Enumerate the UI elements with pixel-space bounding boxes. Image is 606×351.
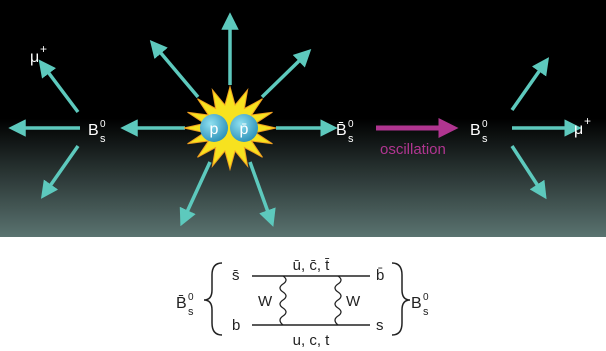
mu-left-sup: + bbox=[40, 42, 47, 56]
mu-left-main: μ bbox=[30, 49, 39, 66]
mu-right-main: μ bbox=[574, 121, 583, 138]
box-left-meson-sup: 0 bbox=[188, 292, 194, 303]
arrow-left-bs-down bbox=[40, 144, 80, 199]
antiproton-label: p̄ bbox=[240, 121, 249, 138]
bottom-internal-quarks: u, c, t bbox=[293, 332, 331, 349]
bs-right-main: B bbox=[470, 122, 481, 139]
right-bs-arrows bbox=[510, 57, 582, 200]
quark-bottom-left: b bbox=[232, 317, 240, 334]
box-right-meson-main: B bbox=[411, 295, 422, 312]
particle-bs-left: B 0 s bbox=[88, 119, 106, 145]
bsbar-center-main: B̄ bbox=[336, 122, 347, 139]
quark-top-left: s̄ bbox=[232, 267, 240, 284]
bs-right-sup: 0 bbox=[482, 119, 488, 130]
box-right-meson-sup: 0 bbox=[423, 292, 429, 303]
left-brace bbox=[203, 262, 223, 336]
bs-left-main: B bbox=[88, 122, 99, 139]
particle-bsbar-center: B̄ 0 s bbox=[336, 119, 354, 145]
mu-right-sup: + bbox=[584, 114, 591, 128]
arrow-collision-down-right bbox=[248, 161, 276, 227]
particle-bs-right: B 0 s bbox=[470, 119, 488, 145]
proton-label: p bbox=[210, 121, 219, 138]
top-internal-quarks: ū, c̄, t̄ bbox=[293, 257, 331, 274]
arrow-left-bs-up bbox=[38, 59, 80, 114]
arrow-right-bs-down bbox=[510, 145, 547, 200]
box-right-meson-sub: s bbox=[423, 306, 429, 318]
bsbar-center-sub: s bbox=[348, 133, 354, 145]
particle-mu-left: μ + bbox=[30, 42, 47, 66]
bs-left-sub: s bbox=[100, 133, 106, 145]
particle-mu-right: μ + bbox=[574, 114, 591, 138]
antiproton-ball bbox=[230, 114, 258, 142]
oscillation-label: oscillation bbox=[380, 141, 446, 158]
box-diagram: B̄ 0 s s̄ b b̄ s W W ū, c̄, t̄ u, c, t B… bbox=[176, 257, 429, 349]
w-boson-left-line bbox=[279, 275, 287, 326]
arrow-right-bs-up bbox=[510, 57, 550, 112]
w-boson-right-label: W bbox=[346, 293, 361, 310]
bsbar-center-sup: 0 bbox=[348, 119, 354, 130]
proton-ball bbox=[200, 114, 228, 142]
bs-right-sub: s bbox=[482, 133, 488, 145]
box-left-meson-main: B̄ bbox=[176, 295, 187, 312]
quark-bottom-right: s bbox=[376, 317, 384, 334]
box-left-meson: B̄ 0 s bbox=[176, 292, 194, 318]
arrow-collision-up-right bbox=[260, 49, 312, 99]
arrow-collision-up-left bbox=[149, 39, 200, 99]
left-bs-arrows bbox=[8, 59, 80, 199]
box-right-meson: B 0 s bbox=[411, 292, 429, 318]
w-boson-right-line bbox=[334, 275, 342, 326]
collision-arrows bbox=[120, 12, 338, 227]
w-boson-left-label: W bbox=[258, 293, 273, 310]
arrow-collision-down-left bbox=[179, 161, 212, 227]
right-brace bbox=[391, 262, 411, 336]
quark-top-right: b̄ bbox=[376, 267, 384, 284]
background-panel bbox=[0, 0, 606, 237]
box-left-meson-sub: s bbox=[188, 306, 194, 318]
bs-left-sup: 0 bbox=[100, 119, 106, 130]
